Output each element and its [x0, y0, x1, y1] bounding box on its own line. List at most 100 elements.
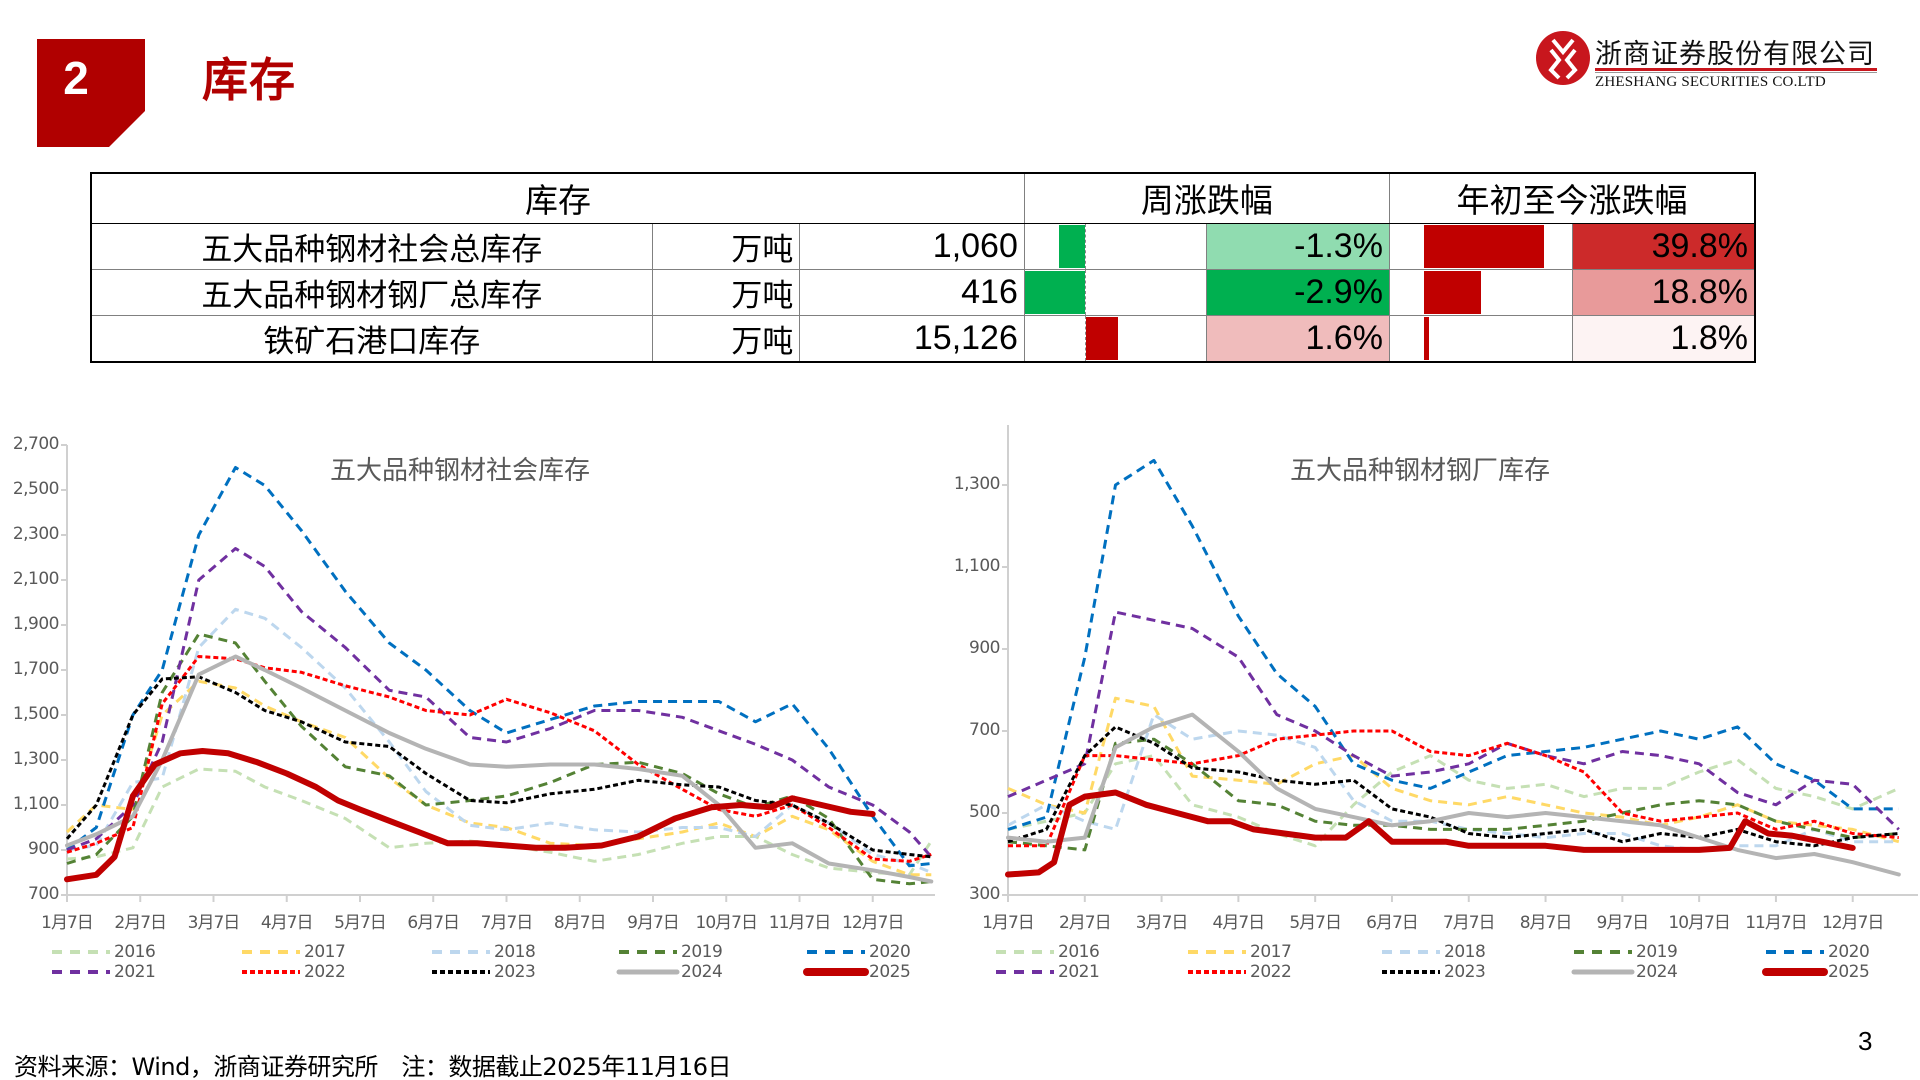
row-unit: 万吨: [651, 222, 801, 270]
y-tick-label: 700: [28, 884, 59, 904]
legend-label: 2025: [869, 962, 911, 982]
table-row: 五大品种钢材钢厂总库存 万吨 416 -2.9% 18.8%: [90, 268, 1756, 316]
legend-swatch-icon: [1188, 950, 1246, 954]
y-tick-label: 2,300: [12, 524, 60, 544]
series-line-2018: [66, 607, 932, 874]
table-header-row: 库存 周涨跌幅 年初至今涨跌幅: [90, 172, 1756, 224]
y-tick-label: 2,500: [12, 479, 60, 499]
ytd-databar: [1388, 268, 1573, 316]
x-tick-label: 3月7日: [1135, 913, 1189, 933]
legend-item-2019: 2019: [1570, 942, 1678, 962]
legend-swatch-icon: [803, 968, 869, 976]
ytd-change: 1.8%: [1571, 314, 1756, 362]
x-tick-label: 1月7日: [982, 913, 1035, 933]
legend-swatch-icon: [52, 950, 110, 954]
legend-item-2023: 2023: [1378, 962, 1486, 982]
legend-swatch-icon: [242, 970, 300, 974]
legend-item-2020: 2020: [803, 942, 911, 962]
legend-item-2025: 2025: [803, 962, 911, 982]
legend-label: 2019: [681, 942, 723, 962]
weekly-databar: [1023, 268, 1208, 316]
row-value: 15,126: [799, 314, 1025, 362]
logo-divider: [1595, 68, 1877, 71]
x-tick-label: 12月7日: [1821, 913, 1884, 933]
ytd-databar: [1388, 222, 1573, 270]
legend-item-2023: 2023: [428, 962, 536, 982]
y-tick-label: 2,700: [12, 434, 60, 454]
x-tick-label: 11月7日: [768, 913, 831, 933]
weekly-change: -1.3%: [1206, 222, 1390, 270]
legend-label: 2023: [1444, 962, 1486, 982]
legend-label: 2017: [1250, 942, 1292, 962]
x-tick-label: 12月7日: [842, 913, 904, 933]
legend-label: 2017: [304, 942, 346, 962]
legend-label: 2022: [1250, 962, 1292, 982]
x-tick-label: 10月7日: [1668, 913, 1730, 933]
logo-divider-thin: [1595, 72, 1877, 73]
x-tick-label: 2月7日: [114, 913, 167, 933]
header-item: 库存: [90, 172, 1025, 224]
legend-item-2024: 2024: [1570, 962, 1678, 982]
zheshang-logo-icon: [1536, 31, 1590, 85]
source-note: 资料来源：Wind，浙商证券研究所 注：数据截止2025年11月16日: [14, 1053, 731, 1080]
x-tick-label: 2月7日: [1058, 913, 1112, 933]
section-badge: 2: [37, 39, 145, 147]
legend-swatch-icon: [432, 970, 490, 974]
row-label: 五大品种钢材社会总库存: [90, 222, 653, 270]
y-tick-label: 300: [969, 884, 1000, 904]
chart-plot-area: [1002, 425, 1918, 902]
x-tick-label: 3月7日: [187, 913, 241, 933]
x-tick-label: 6月7日: [407, 913, 460, 933]
series-line-2024: [1006, 712, 1901, 877]
y-tick-label: 1,300: [12, 749, 60, 769]
legend-item-2018: 2018: [1378, 942, 1486, 962]
bar-axis: [1084, 269, 1086, 315]
logo-english-name: ZHESHANG SECURITIES CO.LTD: [1595, 74, 1826, 90]
weekly-databar: [1023, 314, 1208, 362]
x-tick-label: 9月7日: [1596, 913, 1650, 933]
ytd-bar-positive: [1423, 270, 1481, 314]
series-line-2022: [66, 655, 932, 863]
series-line-2025: [64, 748, 876, 883]
x-tick-label: 7月7日: [1442, 913, 1496, 933]
inventory-table: 库存 周涨跌幅 年初至今涨跌幅 五大品种钢材社会总库存 万吨 1,060 -1.…: [90, 172, 1756, 363]
row-label: 铁矿石港口库存: [90, 314, 653, 362]
y-tick-label: 700: [969, 720, 1000, 740]
table-row: 铁矿石港口库存 万吨 15,126 1.6% 1.8%: [90, 314, 1756, 362]
x-tick-label: 4月7日: [1212, 913, 1266, 933]
legend-label: 2016: [114, 942, 156, 962]
legend-item-2018: 2018: [428, 942, 536, 962]
ytd-bar-positive: [1423, 316, 1429, 360]
x-tick-label: 8月7日: [553, 913, 607, 933]
y-tick-label: 1,100: [953, 556, 1001, 576]
y-tick-label: 1,500: [12, 704, 60, 724]
row-value: 1,060: [799, 222, 1025, 270]
legend-label: 2021: [114, 962, 156, 982]
x-tick-label: 7月7日: [480, 913, 534, 933]
weekly-bar-negative: [1024, 270, 1085, 314]
chart-title: 五大品种钢材钢厂库存: [1290, 456, 1551, 486]
series-line-2020: [1007, 458, 1899, 831]
x-tick-label: 8月7日: [1519, 913, 1573, 933]
series-line-2023: [65, 675, 932, 859]
y-tick-label: 1,300: [953, 474, 1001, 494]
section-number: 2: [63, 52, 89, 104]
legend-swatch-icon: [996, 970, 1054, 974]
y-tick-label: 900: [28, 839, 59, 859]
legend-label: 2018: [1444, 942, 1486, 962]
logo-chinese-name: 浙商证券股份有限公司: [1595, 39, 1875, 70]
weekly-databar: [1023, 222, 1208, 270]
legend-swatch-icon: [1382, 970, 1440, 974]
legend-label: 2016: [1058, 942, 1100, 962]
weekly-bar-positive: [1085, 316, 1118, 360]
header-ytd: 年初至今涨跌幅: [1388, 172, 1756, 224]
ytd-bar-positive: [1423, 224, 1544, 268]
legend-swatch-icon: [1762, 968, 1828, 976]
series-line-2019: [1007, 737, 1899, 852]
series-line-2022: [1008, 729, 1899, 848]
legend-swatch-icon: [1574, 950, 1632, 954]
legend-item-2025: 2025: [1762, 962, 1870, 982]
chart-plot-area: [61, 444, 935, 902]
legend-label: 2018: [494, 942, 536, 962]
series-line-2017: [1007, 696, 1900, 844]
